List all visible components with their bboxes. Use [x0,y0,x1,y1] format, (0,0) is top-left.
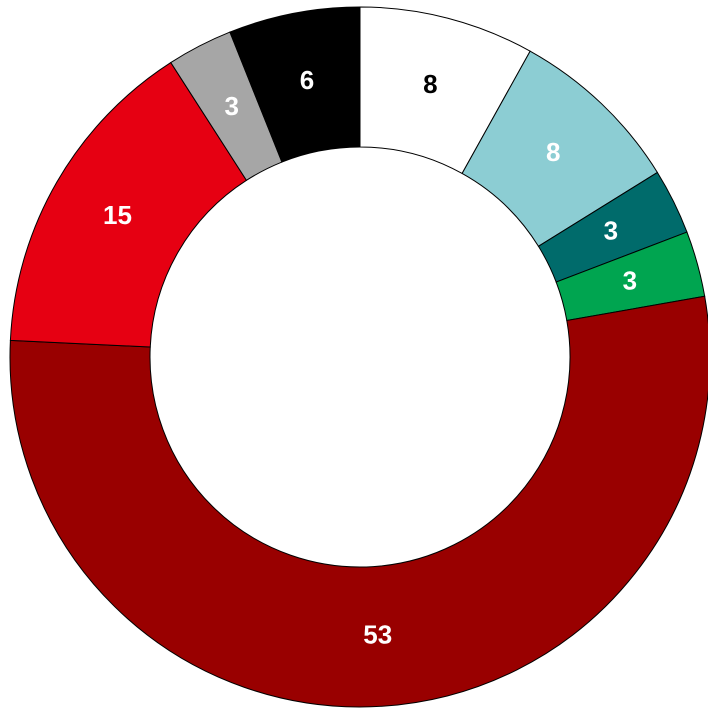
data-label: 15 [103,200,132,230]
donut-slice [9,61,248,348]
data-label: 53 [363,619,392,649]
data-label: 3 [604,216,618,246]
donut-slice [9,295,708,708]
data-label: 3 [224,91,238,121]
data-label: 3 [623,265,637,295]
donut-slice [229,6,361,163]
data-label: 8 [546,137,560,167]
data-label: 6 [300,65,314,95]
data-label: 8 [423,69,437,99]
